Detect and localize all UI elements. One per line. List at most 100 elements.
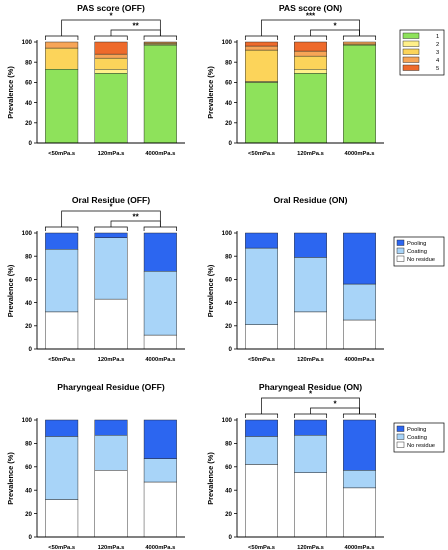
bar-segment (143, 334, 177, 350)
bar-segment (343, 419, 376, 471)
y-tick-label: 60 (25, 277, 32, 284)
legend-label: Coating (407, 435, 427, 441)
category-label: 4000mPa.s (145, 357, 175, 363)
bar-segment (94, 232, 128, 238)
y-tick-label: 40 (225, 100, 232, 107)
chart-panel-5: Pharyngeal Residue (OFF) Prevalence (%) 0 2… (6, 382, 185, 550)
category-label: 4000mPa.s (145, 545, 175, 550)
bar-segment (94, 57, 128, 70)
legend-label: Pooling (407, 241, 426, 247)
category-label: 120mPa.s (98, 545, 125, 550)
chart-title: PAS score (OFF) (77, 3, 145, 13)
significance-label: * (109, 203, 113, 212)
legend-swatch (402, 64, 420, 71)
category-label: <50mPa.s (48, 151, 75, 157)
bar-segment (45, 47, 79, 70)
category-label: <50mPa.s (48, 545, 75, 550)
y-tick-label: 40 (225, 300, 232, 307)
legend-swatch (396, 441, 405, 448)
chart-legend: Pooling Coating No residue (393, 236, 445, 267)
legend-label: 5 (436, 66, 439, 72)
y-tick-label: 20 (25, 511, 32, 518)
bar-segment (245, 41, 278, 47)
chart-title: Oral Residue (OFF) (72, 195, 150, 205)
y-axis-label: Prevalence (%) (6, 264, 15, 317)
bar-segment (245, 324, 278, 350)
bar-group-brace (293, 413, 328, 418)
bar-group-brace (45, 226, 79, 231)
bar-segment (343, 44, 376, 144)
legend-label: 4 (436, 58, 440, 64)
category-label: 4000mPa.s (345, 545, 375, 550)
bar-segment (245, 247, 278, 325)
bar-segment (94, 434, 128, 471)
legend-swatch (396, 425, 405, 432)
significance-bracket (261, 19, 360, 36)
chart-title: Pharyngeal Residue (OFF) (57, 382, 165, 392)
y-tick-label: 0 (29, 140, 33, 147)
significance-label: * (333, 22, 337, 31)
bar-segment (294, 419, 327, 436)
y-tick-label: 60 (25, 464, 32, 471)
bar-segment (294, 50, 327, 57)
bar-segment (94, 53, 128, 59)
legend-swatch (402, 48, 420, 55)
bar-segment (294, 69, 327, 74)
y-tick-label: 20 (225, 323, 232, 330)
significance-bracket (61, 19, 161, 36)
bar-segment (294, 257, 327, 313)
category-label: <50mPa.s (248, 357, 275, 363)
bar-segment (45, 41, 79, 49)
bar-segment (343, 470, 376, 489)
bar-group-brace (143, 35, 177, 40)
y-tick-label: 80 (225, 441, 232, 448)
y-tick-label: 0 (29, 534, 33, 541)
y-tick-label: 100 (22, 417, 33, 424)
y-axis-label: Prevalence (%) (206, 452, 215, 505)
y-tick-label: 80 (225, 253, 232, 260)
category-label: 120mPa.s (297, 545, 324, 550)
chart-panel-1: PAS score (OFF)Prevalence (%)02040608010… (6, 3, 445, 157)
y-tick-label: 0 (229, 346, 233, 353)
y-tick-label: 80 (25, 253, 32, 260)
bar-segment (343, 487, 376, 538)
bar-segment (294, 311, 327, 350)
y-tick-label: 100 (22, 39, 33, 46)
y-tick-label: 20 (225, 511, 232, 518)
chart-legend: 1 2 3 4 5 (399, 29, 445, 76)
y-tick-label: 40 (25, 487, 32, 494)
bar-segment (143, 458, 177, 483)
bar-segment (94, 298, 128, 350)
category-label: 4000mPa.s (345, 357, 375, 363)
legend-swatch (402, 56, 420, 63)
y-axis-label: Prevalence (%) (6, 66, 15, 119)
significance-bracket (261, 397, 360, 414)
category-label: <50mPa.s (248, 545, 275, 550)
bar-segment (94, 470, 128, 538)
significance-label: *** (306, 12, 316, 21)
bar-group-brace (94, 35, 128, 40)
significance-bracket (110, 220, 161, 227)
legend-label: 3 (436, 50, 439, 56)
bar-segment (45, 69, 79, 144)
bar-segment (245, 49, 278, 82)
bar-segment (343, 41, 376, 45)
bar-segment (143, 481, 177, 538)
bar-segment (343, 232, 376, 285)
y-tick-label: 40 (25, 300, 32, 307)
significance-label: * (309, 390, 313, 399)
y-tick-label: 100 (222, 230, 233, 237)
bar-segment (143, 41, 177, 44)
significance-label: * (109, 12, 113, 21)
bar-segment (245, 464, 278, 538)
y-tick-label: 100 (22, 230, 33, 237)
bar-segment (45, 311, 79, 350)
bar-group-brace (94, 226, 128, 231)
category-label: 4000mPa.s (145, 151, 175, 157)
legend-swatch (402, 40, 420, 47)
significance-bracket (61, 210, 161, 227)
legend-swatch (396, 239, 405, 246)
bar-segment (294, 232, 327, 258)
legend-label: 2 (436, 42, 439, 48)
bar-segment (245, 436, 278, 465)
